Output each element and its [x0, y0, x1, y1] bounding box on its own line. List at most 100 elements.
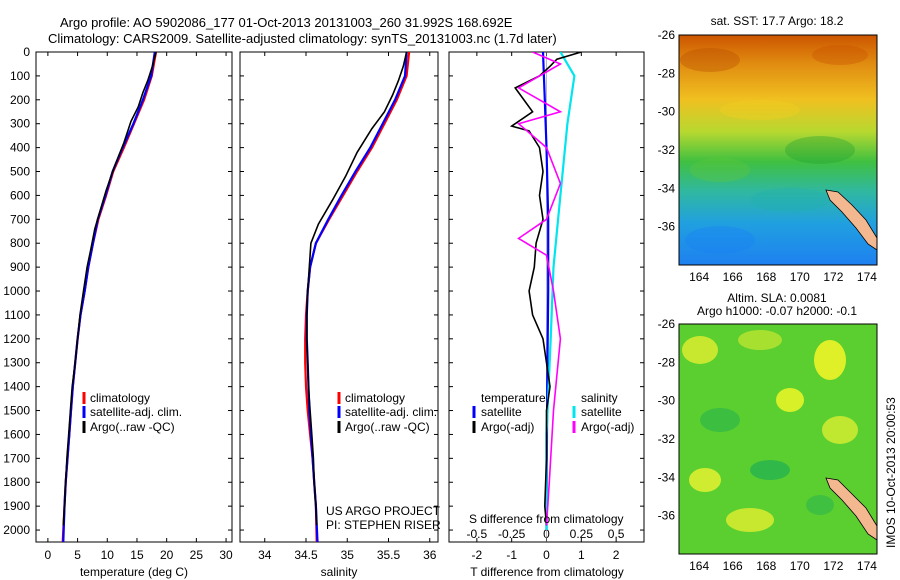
sla-x-tick-label: 174 — [857, 559, 877, 573]
y-tick-label: 800 — [10, 236, 30, 250]
x-tick-label: 0 — [45, 548, 52, 562]
series-layer — [61, 52, 582, 542]
legend-label-satellite: satellite-adj. clim. — [345, 405, 437, 419]
sla-patch — [700, 408, 740, 432]
s-difference-axis-label: S difference from climatology — [469, 512, 624, 526]
temperature-line-satellite-adj-clim — [62, 52, 156, 542]
legend-label-argo: Argo(..raw -QC) — [345, 420, 430, 434]
legend-title-salinity: salinity — [581, 391, 618, 405]
sla-map-subtitle: Argo h1000: -0.07 h2000: -0.1 — [697, 304, 857, 318]
difference-line-satellite-temperature — [541, 52, 550, 531]
sla-x-tick-label: 164 — [689, 559, 709, 573]
sst-x-tick-label: 166 — [723, 270, 743, 284]
x-tick-label: 30 — [219, 548, 233, 562]
y-tick-label: 1000 — [3, 284, 30, 298]
x-tick-label: -2 — [472, 548, 483, 562]
sla-map-frame — [678, 323, 878, 555]
credit-line-1: US ARGO PROJECT — [326, 504, 441, 518]
sst-x-tick-label: 174 — [857, 270, 877, 284]
difference-series-group — [509, 52, 582, 531]
legend-title-temperature: temperature — [481, 391, 546, 405]
x-tick-label: 2 — [613, 548, 620, 562]
y-tick-label: 100 — [10, 69, 30, 83]
x-tick-label: 35 — [341, 548, 355, 562]
sst-patch — [812, 45, 868, 65]
y-tick-label: 1500 — [3, 404, 30, 418]
x-tick-label: 1 — [578, 548, 585, 562]
sst-y-tick-label: -36 — [658, 220, 676, 234]
y-tick-label: 200 — [10, 93, 30, 107]
sst-map-frame — [678, 34, 878, 266]
s-diff-tick-label: 0.5 — [608, 527, 625, 541]
x-tick-label: 0 — [543, 548, 550, 562]
sla-x-tick-label: 168 — [756, 559, 776, 573]
x-tick-label: 34.5 — [294, 548, 318, 562]
y-tick-label: 700 — [10, 212, 30, 226]
sst-y-tick-label: -32 — [658, 143, 676, 157]
sst-patch — [720, 100, 800, 120]
salinity-line-argo-raw-qc — [305, 52, 408, 526]
salinity-line-climatology — [304, 52, 411, 542]
sst-y-tick-label: -26 — [658, 28, 676, 42]
x-tick-label: 36 — [423, 548, 437, 562]
sst-patch — [685, 226, 755, 254]
x-tick-label: 15 — [130, 548, 144, 562]
legend-label-argo-t: Argo(-adj) — [481, 420, 534, 434]
y-tick-label: 1400 — [3, 380, 30, 394]
sla-y-tick-label: -30 — [658, 394, 676, 408]
temperature-panel-frame — [35, 51, 233, 543]
sst-x-tick-label: 170 — [790, 270, 810, 284]
y-tick-label: 2000 — [3, 523, 30, 537]
sla-patch — [822, 416, 858, 444]
y-tick-label: 300 — [10, 117, 30, 131]
sst-patch — [785, 136, 855, 164]
y-tick-label: 1800 — [3, 475, 30, 489]
y-tick-label: 1600 — [3, 427, 30, 441]
temperature-series-group — [61, 52, 158, 542]
sst-y-tick-label: -34 — [658, 181, 676, 195]
s-diff-tick-label: -0.5 — [467, 527, 488, 541]
sla-patch — [806, 495, 834, 515]
legend-label-argo: Argo(..raw -QC) — [90, 420, 175, 434]
sla-patch — [682, 336, 718, 364]
x-tick-label: 20 — [160, 548, 174, 562]
y-tick-label: 500 — [10, 165, 30, 179]
y-tick-label: 1300 — [3, 356, 30, 370]
sst-texture — [680, 45, 868, 254]
sla-y-tick-label: -34 — [658, 470, 676, 484]
header-line-1: Argo profile: AO 5902086_177 01-Oct-2013… — [60, 15, 513, 30]
legend-label-climatology: climatology — [345, 391, 405, 405]
salinity-line-satellite-adj-clim — [305, 52, 408, 542]
sst-patch — [750, 188, 830, 212]
s-diff-tick-label: 0.25 — [570, 527, 594, 541]
sla-patch — [776, 388, 804, 412]
sla-patch — [750, 460, 790, 480]
x-tick-label: 35.5 — [377, 548, 401, 562]
legend-label-satellite: satellite-adj. clim. — [90, 405, 182, 419]
sla-map — [678, 323, 878, 555]
sst-patch — [680, 48, 740, 72]
sst-x-tick-label: 164 — [689, 270, 709, 284]
temperature-axis-label: temperature (deg C) — [80, 565, 188, 579]
header-line-2: Climatology: CARS2009. Satellite-adjuste… — [48, 31, 557, 46]
y-tick-label: 1700 — [3, 451, 30, 465]
sla-patch — [738, 330, 782, 350]
x-tick-label: 10 — [101, 548, 115, 562]
side-timestamp-label: IMOS 10-Oct-2013 20:00:53 — [884, 397, 898, 548]
sst-x-tick-label: 172 — [823, 270, 843, 284]
temperature-legend: climatology satellite-adj. clim. Argo(..… — [82, 391, 182, 434]
sst-y-tick-label: -28 — [658, 66, 676, 80]
y-tick-label: 1100 — [4, 308, 30, 322]
sst-y-tick-label: -30 — [658, 105, 676, 119]
sla-x-tick-label: 172 — [823, 559, 843, 573]
sla-patch — [689, 468, 721, 492]
difference-legend: temperature satellite Argo(-adj) salinit… — [472, 391, 634, 434]
y-tick-label: 0 — [23, 45, 30, 59]
sla-y-tick-label: -28 — [658, 355, 676, 369]
sla-y-tick-label: -26 — [658, 317, 676, 331]
y-tick-label: 400 — [10, 141, 30, 155]
y-tick-label: 1900 — [3, 499, 30, 513]
temperature-line-argo-raw-qc — [62, 52, 157, 526]
temperature-line-climatology — [61, 52, 158, 542]
